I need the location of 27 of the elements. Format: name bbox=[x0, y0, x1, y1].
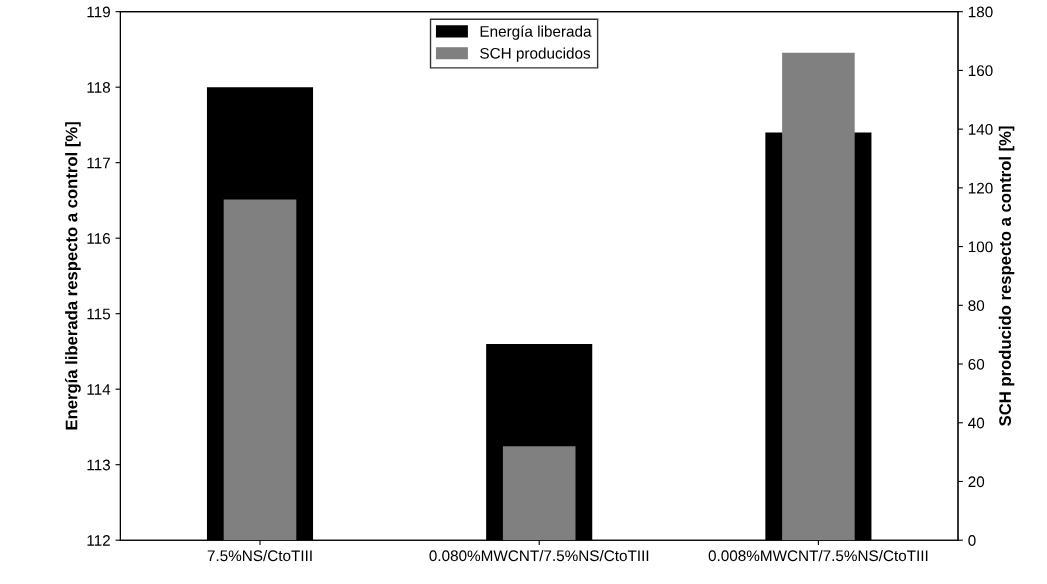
y2-tick-label: 60 bbox=[968, 358, 985, 370]
y-tick-label: 119 bbox=[87, 6, 110, 18]
x-tick-label: 0.008%MWCNT/7.5%NS/CtoTIII bbox=[708, 549, 928, 562]
x-tick-label: 7.5%NS/CtoTIII bbox=[207, 549, 312, 562]
bar bbox=[223, 199, 297, 541]
y2-tick-label: 180 bbox=[968, 6, 993, 18]
legend-label: SCH producidos bbox=[480, 47, 591, 62]
legend-label: Energía liberada bbox=[480, 25, 592, 40]
y2-tick-label: 160 bbox=[968, 65, 993, 77]
y-tick-label: 112 bbox=[87, 535, 110, 546]
y-axis-title: Energía liberada respecto a control [%] bbox=[65, 122, 81, 430]
y-tick-label: 118 bbox=[87, 82, 111, 93]
x-tick-label: 0.080%MWCNT/7.5%NS/CtoTIII bbox=[429, 549, 649, 562]
y-tick-label: 113 bbox=[87, 459, 111, 471]
bar bbox=[502, 446, 576, 541]
y-tick-label: 117 bbox=[87, 157, 110, 169]
y-tick-label: 116 bbox=[87, 233, 111, 244]
y-tick-label: 114 bbox=[87, 384, 111, 395]
y2-tick-label: 20 bbox=[968, 476, 985, 488]
y2-tick-label: 0 bbox=[968, 535, 976, 546]
y2-tick-label: 40 bbox=[968, 417, 985, 429]
y2-tick-label: 100 bbox=[968, 241, 993, 253]
y2-axis-title: SCH producido respecto a control [%] bbox=[998, 126, 1015, 426]
y2-tick-label: 80 bbox=[968, 300, 985, 311]
y2-tick-label: 120 bbox=[968, 182, 993, 194]
y2-tick-label: 140 bbox=[968, 124, 993, 135]
y-tick-label: 115 bbox=[87, 308, 111, 320]
